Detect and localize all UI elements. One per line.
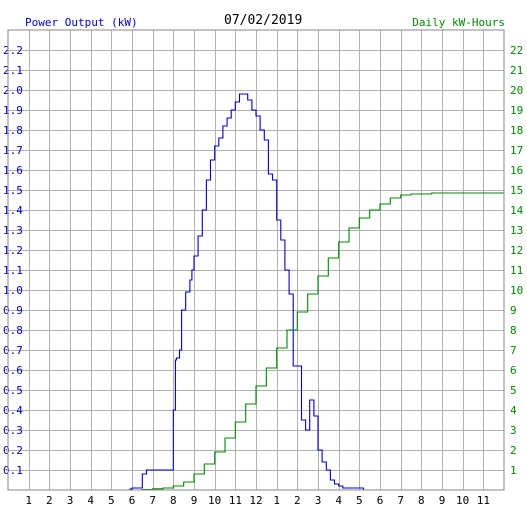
x-tick-label: 2 bbox=[46, 494, 53, 507]
right-tick-label: 12 bbox=[510, 244, 523, 257]
left-tick-label: 1.3 bbox=[3, 224, 23, 237]
x-tick-label: 6 bbox=[377, 494, 384, 507]
left-tick-label: 1.2 bbox=[3, 244, 23, 257]
left-tick-label: 1.8 bbox=[3, 124, 23, 137]
x-tick-label: 5 bbox=[356, 494, 363, 507]
x-tick-label: 10 bbox=[208, 494, 221, 507]
left-tick-label: 1.4 bbox=[3, 204, 23, 217]
left-tick-label: 1.1 bbox=[3, 264, 23, 277]
right-tick-label: 10 bbox=[510, 284, 523, 297]
x-tick-label: 7 bbox=[397, 494, 404, 507]
right-tick-label: 7 bbox=[510, 344, 517, 357]
right-tick-label: 9 bbox=[510, 304, 517, 317]
x-tick-label: 8 bbox=[418, 494, 425, 507]
x-tick-label: 4 bbox=[87, 494, 94, 507]
grid-lines bbox=[8, 30, 504, 490]
x-tick-label: 8 bbox=[170, 494, 177, 507]
x-tick-label: 2 bbox=[294, 494, 301, 507]
x-tick-label: 3 bbox=[67, 494, 74, 507]
right-tick-label: 11 bbox=[510, 264, 523, 277]
right-tick-label: 4 bbox=[510, 404, 517, 417]
daily-kwh-line bbox=[111, 192, 504, 491]
x-tick-label: 9 bbox=[439, 494, 446, 507]
right-axis-label: Daily kW-Hours bbox=[412, 16, 505, 29]
x-tick-label: 6 bbox=[129, 494, 136, 507]
left-tick-label: 0.9 bbox=[3, 304, 23, 317]
left-tick-label: 2.2 bbox=[3, 44, 23, 57]
left-tick-label: 0.7 bbox=[3, 344, 23, 357]
chart-title: 07/02/2019 bbox=[224, 13, 302, 28]
right-tick-label: 2 bbox=[510, 444, 517, 457]
right-tick-label: 15 bbox=[510, 184, 523, 197]
left-tick-label: 1.7 bbox=[3, 144, 23, 157]
right-tick-label: 8 bbox=[510, 324, 517, 337]
series-lines bbox=[111, 93, 504, 491]
right-tick-label: 21 bbox=[510, 64, 523, 77]
left-tick-label: 0.6 bbox=[3, 364, 23, 377]
x-tick-label: 9 bbox=[191, 494, 198, 507]
right-tick-label: 1 bbox=[510, 464, 517, 477]
left-tick-label: 1.0 bbox=[3, 284, 23, 297]
x-tick-label: 7 bbox=[149, 494, 156, 507]
x-tick-label: 11 bbox=[477, 494, 490, 507]
x-tick-label: 3 bbox=[315, 494, 322, 507]
left-tick-label: 2.1 bbox=[3, 64, 23, 77]
right-tick-label: 18 bbox=[510, 124, 523, 137]
x-tick-label: 1 bbox=[25, 494, 32, 507]
right-tick-label: 22 bbox=[510, 44, 523, 57]
right-tick-label: 16 bbox=[510, 164, 523, 177]
x-tick-label: 10 bbox=[456, 494, 469, 507]
left-tick-label: 0.4 bbox=[3, 404, 23, 417]
left-tick-label: 0.1 bbox=[3, 464, 23, 477]
right-tick-label: 14 bbox=[510, 204, 524, 217]
right-tick-label: 13 bbox=[510, 224, 523, 237]
power-output-line bbox=[111, 93, 422, 491]
left-tick-label: 0.2 bbox=[3, 444, 23, 457]
left-tick-label: 0.3 bbox=[3, 424, 23, 437]
right-tick-label: 17 bbox=[510, 144, 523, 157]
left-tick-label: 1.9 bbox=[3, 104, 23, 117]
x-tick-label: 1 bbox=[273, 494, 280, 507]
left-axis-label: Power Output (kW) bbox=[25, 16, 138, 29]
left-tick-label: 1.5 bbox=[3, 184, 23, 197]
left-tick-label: 1.6 bbox=[3, 164, 23, 177]
left-tick-label: 2.0 bbox=[3, 84, 23, 97]
left-tick-label: 0.8 bbox=[3, 324, 23, 337]
x-tick-label: 11 bbox=[229, 494, 242, 507]
x-tick-label: 12 bbox=[249, 494, 262, 507]
right-tick-label: 3 bbox=[510, 424, 517, 437]
x-tick-label: 5 bbox=[108, 494, 115, 507]
plot-frame bbox=[7, 29, 505, 491]
x-tick-label: 4 bbox=[335, 494, 342, 507]
right-tick-label: 5 bbox=[510, 384, 517, 397]
right-tick-label: 6 bbox=[510, 364, 517, 377]
right-tick-label: 20 bbox=[510, 84, 523, 97]
right-tick-label: 19 bbox=[510, 104, 523, 117]
left-tick-label: 0.5 bbox=[3, 384, 23, 397]
